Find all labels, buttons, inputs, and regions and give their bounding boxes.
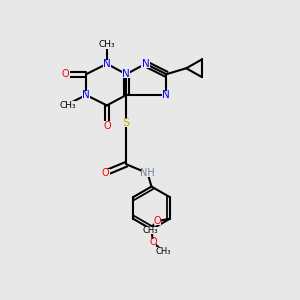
Text: NH: NH <box>140 168 155 178</box>
FancyBboxPatch shape <box>100 169 110 177</box>
FancyBboxPatch shape <box>154 217 161 225</box>
FancyBboxPatch shape <box>59 101 76 110</box>
Text: CH₃: CH₃ <box>142 226 158 235</box>
FancyBboxPatch shape <box>141 60 150 68</box>
FancyBboxPatch shape <box>102 122 112 130</box>
Text: N: N <box>103 59 111 69</box>
FancyBboxPatch shape <box>142 227 158 234</box>
FancyBboxPatch shape <box>156 248 171 255</box>
Text: N: N <box>163 90 170 100</box>
FancyBboxPatch shape <box>99 40 115 49</box>
Text: CH₃: CH₃ <box>156 247 171 256</box>
Text: O: O <box>154 216 161 226</box>
Text: N: N <box>82 90 90 100</box>
Text: S: S <box>123 118 130 128</box>
Text: O: O <box>101 168 109 178</box>
FancyBboxPatch shape <box>103 60 111 68</box>
Text: O: O <box>149 237 157 248</box>
Text: N: N <box>122 69 130 79</box>
FancyBboxPatch shape <box>122 70 130 78</box>
FancyBboxPatch shape <box>82 91 90 99</box>
Text: N: N <box>142 59 149 69</box>
FancyBboxPatch shape <box>162 91 170 99</box>
FancyBboxPatch shape <box>61 70 70 78</box>
Text: CH₃: CH₃ <box>59 101 76 110</box>
FancyBboxPatch shape <box>142 169 153 177</box>
FancyBboxPatch shape <box>150 238 156 246</box>
Text: O: O <box>103 121 111 130</box>
FancyBboxPatch shape <box>122 119 130 128</box>
Text: CH₃: CH₃ <box>99 40 115 49</box>
Text: O: O <box>61 69 69 79</box>
